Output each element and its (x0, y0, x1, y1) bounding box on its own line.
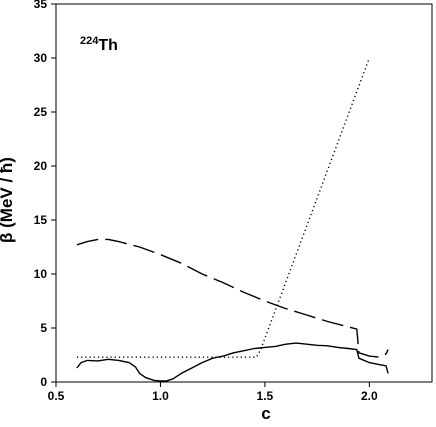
x-tick-label: 0.5 (48, 389, 65, 403)
y-tick-label: 35 (34, 0, 48, 11)
series-solid-line (76, 342, 389, 382)
mass-number: 224 (80, 35, 99, 47)
element-symbol: Th (98, 37, 118, 54)
y-tick-label: 15 (34, 213, 48, 227)
y-tick-label: 30 (34, 51, 48, 65)
plot-frame (55, 3, 433, 383)
x-tick-label: 1.5 (257, 389, 274, 403)
series-dotted-line (76, 57, 370, 358)
y-tick-label: 20 (34, 159, 48, 173)
y-tick-label: 0 (40, 375, 47, 389)
x-tick-label: 1.0 (152, 389, 169, 403)
y-axis-title: β (MeV / ħ) (0, 157, 16, 243)
series-dashed-line (76, 238, 389, 358)
y-tick-label: 25 (34, 105, 48, 119)
y-tick-label: 5 (40, 321, 47, 335)
y-tick-label: 10 (34, 267, 48, 281)
element-annotation: 224Th (80, 35, 118, 54)
x-axis-title: c (261, 404, 270, 423)
x-tick-label: 2.0 (361, 389, 378, 403)
